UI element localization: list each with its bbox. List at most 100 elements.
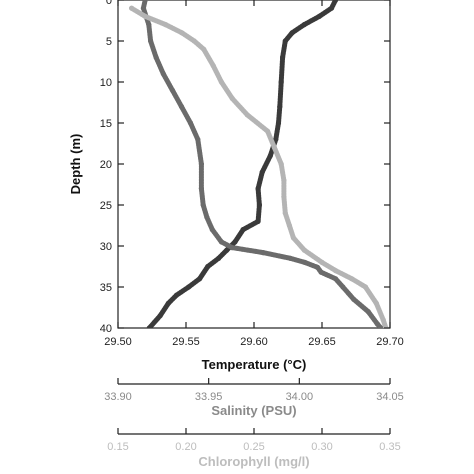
y-tick-label: 10: [100, 77, 112, 89]
salinity-data-point: [229, 245, 235, 251]
salinity-data-point: [160, 71, 166, 77]
chlorophyll-series: [129, 5, 389, 328]
temperature-data-point: [267, 153, 273, 159]
series-layer: [129, 0, 389, 328]
chlorophyll-data-point: [333, 268, 339, 274]
temperature-series: [146, 0, 339, 328]
temperature-data-point: [328, 5, 335, 11]
temperature-data-point: [216, 255, 222, 261]
chlorophyll-data-point: [218, 79, 224, 85]
salinity-series: [140, 0, 384, 328]
temperature-data-point: [256, 202, 262, 208]
chlorophyll-data-point: [179, 30, 185, 36]
chlorophyll-data-point: [271, 145, 277, 151]
salinity-data-point: [374, 321, 380, 327]
chlorophyll-data-point: [278, 161, 284, 167]
y-tick-label: 25: [100, 200, 112, 212]
temperature-data-point: [301, 22, 307, 28]
chlorophyll-data-point: [362, 284, 369, 290]
chlorophyll-tick-label: 0.35: [379, 441, 400, 453]
temperature-tick-label: 29.70: [376, 336, 404, 348]
chlorophyll-data-point: [319, 259, 325, 265]
chlorophyll-tick-label: 0.30: [311, 441, 332, 453]
chlorophyll-data-point: [380, 317, 386, 323]
chlorophyll-tick-label: 0.25: [243, 441, 264, 453]
salinity-data-point: [146, 22, 152, 28]
chlorophyll-tick-label: 0.20: [175, 441, 196, 453]
salinity-data-point: [198, 161, 204, 167]
salinity-data-point: [287, 255, 293, 261]
temperature-data-point: [224, 247, 230, 253]
temperature-data-point: [255, 186, 261, 192]
temperature-data-point: [255, 218, 261, 224]
chlorophyll-data-point: [244, 112, 250, 118]
temperature-tick-label: 29.50: [104, 336, 132, 348]
chlorophyll-data-point: [286, 222, 292, 229]
y-axis-title: Depth (m): [68, 134, 83, 195]
salinity-tick-label: 33.95: [195, 391, 223, 403]
salinity-data-point: [200, 202, 206, 208]
salinity-tick-label: 34.00: [286, 391, 314, 403]
chlorophyll-data-point: [229, 95, 235, 101]
salinity-data-point: [351, 296, 357, 302]
temperature-data-point: [146, 325, 152, 328]
temperature-data-point: [173, 292, 180, 298]
salinity-data-point: [209, 227, 215, 233]
axes-layer: 0 5 10 15 20 25 30 35 40 Depth (m) 29.50 29.55 29.60…: [68, 0, 404, 469]
salinity-data-point: [198, 186, 204, 192]
y-tick-label: 15: [100, 118, 112, 130]
y-tick-label: 35: [100, 282, 112, 294]
chlorophyll-data-point: [210, 63, 216, 69]
salinity-data-point: [340, 284, 346, 290]
y-tick-label: 40: [100, 323, 112, 335]
temperature-data-point: [273, 136, 279, 142]
salinity-data-point: [365, 309, 371, 315]
temperature-data-point: [275, 120, 282, 126]
salinity-data-point: [140, 5, 146, 11]
temperature-tick-label: 29.60: [240, 336, 268, 348]
temperature-data-point: [333, 0, 339, 3]
salinity-data-point: [142, 0, 148, 3]
chlorophyll-axis-title: Chlorophyll (mg/l): [198, 454, 309, 469]
temperature-data-point: [277, 104, 283, 110]
temperature-data-point: [165, 300, 171, 306]
salinity-data-point: [260, 250, 266, 256]
chlorophyll-data-point: [282, 210, 288, 216]
chlorophyll-data-point: [290, 235, 296, 241]
temperature-data-point: [232, 239, 238, 245]
salinity-data-point: [148, 38, 154, 44]
salinity-data-point: [378, 325, 384, 328]
temperature-data-point: [157, 313, 163, 319]
chlorophyll-data-point: [163, 22, 169, 28]
salinity-tick-label: 33.90: [104, 391, 132, 403]
salinity-data-point: [153, 54, 159, 61]
salinity-data-point: [218, 239, 224, 245]
chlorophyll-data-point: [281, 177, 287, 183]
temperature-data-point: [197, 276, 203, 282]
chlorophyll-data-point: [201, 46, 207, 52]
temperature-axis-title: Temperature (°C): [202, 357, 307, 372]
temperature-data-point: [186, 284, 192, 290]
chlorophyll-data-point: [142, 13, 148, 19]
chlorophyll-data-point: [301, 247, 307, 253]
salinity-series-line: [140, 0, 384, 328]
temperature-data-point: [259, 169, 265, 175]
chlorophyll-data-point: [281, 194, 287, 200]
y-tick-label: 0: [106, 0, 112, 7]
chlorophyll-data-point: [373, 300, 379, 306]
y-tick-label: 5: [106, 36, 112, 48]
temperature-data-point: [240, 227, 246, 233]
chlorophyll-data-point: [191, 38, 197, 44]
temperature-tick-label: 29.55: [172, 336, 200, 348]
chlorophyll-data-point: [129, 5, 135, 11]
temperature-data-point: [205, 263, 211, 270]
salinity-data-point: [178, 104, 185, 110]
temperature-data-point: [316, 13, 322, 19]
temperature-data-point: [289, 30, 295, 36]
salinity-data-point: [169, 87, 175, 93]
salinity-tick-label: 34.05: [376, 391, 404, 403]
temperature-data-point: [278, 79, 284, 85]
temperature-data-point: [282, 38, 288, 44]
chlorophyll-series-line: [129, 5, 389, 328]
